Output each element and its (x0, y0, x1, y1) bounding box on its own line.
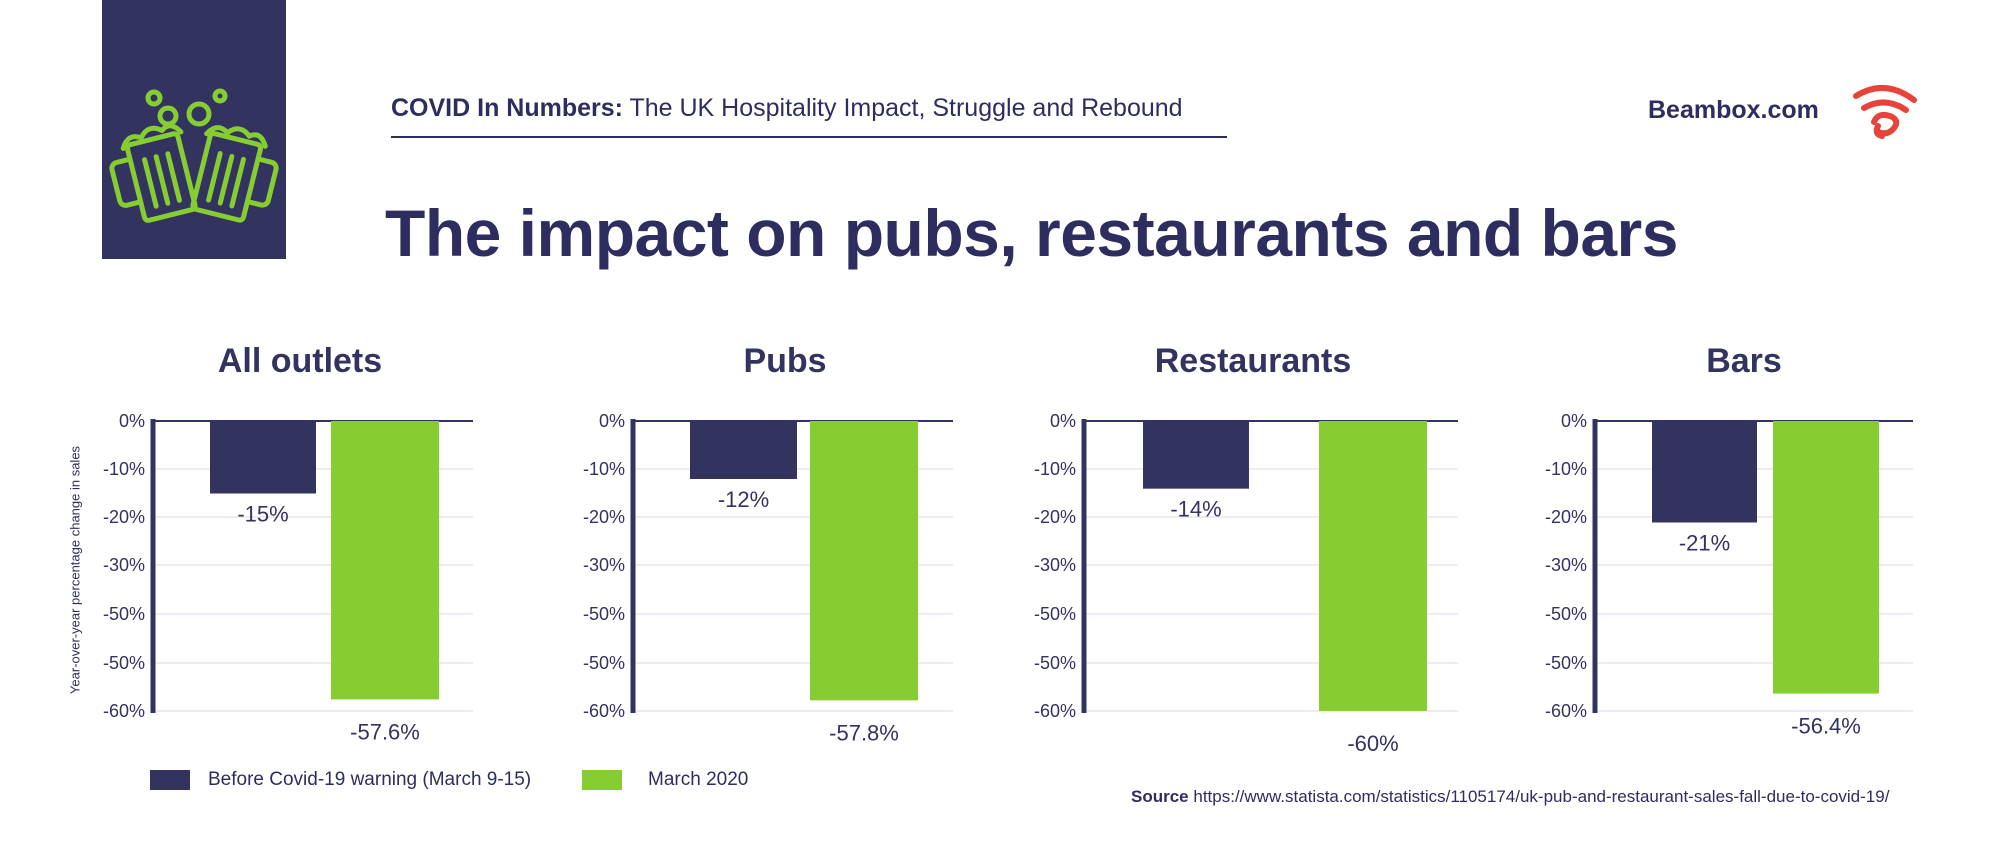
y-tick-label: -20% (1545, 507, 1587, 527)
y-tick-label: -20% (1034, 507, 1076, 527)
legend-item-march: March 2020 (582, 769, 782, 794)
y-tick-label: -60% (103, 701, 145, 721)
bar-before (210, 421, 316, 494)
page-title: The impact on pubs, restaurants and bars (385, 196, 1678, 270)
y-tick-label: 0% (599, 411, 625, 431)
y-tick-label: -10% (583, 459, 625, 479)
y-tick-label: -50% (103, 653, 145, 673)
logo-block (102, 0, 286, 259)
source-label: Source (1131, 787, 1189, 806)
bar-march (810, 421, 918, 701)
legend-swatch-before (150, 770, 190, 790)
y-tick-label: -50% (1545, 653, 1587, 673)
data-label-before: -21% (1679, 531, 1730, 556)
beambox-wifi-icon (1853, 84, 1917, 139)
source-note: Source https://www.statista.com/statisti… (1131, 787, 1889, 807)
source-url[interactable]: https://www.statista.com/statistics/1105… (1193, 787, 1890, 806)
data-label-before: -12% (718, 487, 769, 512)
data-label-before: -14% (1170, 497, 1221, 522)
data-label-march: -57.6% (350, 719, 420, 744)
bar-march (1319, 421, 1427, 711)
report-subtitle: COVID In Numbers: The UK Hospitality Imp… (391, 94, 1183, 123)
y-tick-label: -30% (1545, 555, 1587, 575)
y-tick-label: -10% (1545, 459, 1587, 479)
y-tick-label: -30% (1034, 555, 1076, 575)
legend-item-before: Before Covid-19 warning (March 9-15) (150, 769, 570, 794)
y-tick-label: 0% (1050, 411, 1076, 431)
data-label-march: -57.8% (829, 720, 899, 745)
subtitle-bold: COVID In Numbers: (391, 94, 623, 122)
beer-mugs-icon (109, 88, 279, 223)
y-tick-label: 0% (1561, 411, 1587, 431)
y-tick-label: -20% (583, 507, 625, 527)
y-tick-label: -50% (1034, 653, 1076, 673)
legend-label-march: March 2020 (648, 769, 749, 790)
y-tick-label: -10% (1034, 459, 1076, 479)
chart-title: Pubs (743, 342, 826, 380)
y-tick-label: -50% (1034, 604, 1076, 624)
brand-name[interactable]: Beambox.com (1648, 96, 1819, 124)
legend-swatch-march (582, 770, 622, 790)
y-tick-label: -60% (1034, 701, 1076, 721)
data-label-march: -56.4% (1791, 714, 1861, 739)
y-tick-label: -20% (103, 507, 145, 527)
subtitle-underline (391, 136, 1227, 138)
bar-march (1773, 421, 1879, 694)
bar-before (1143, 421, 1249, 489)
y-tick-label: -10% (103, 459, 145, 479)
y-tick-label: -60% (583, 701, 625, 721)
y-tick-label: -50% (103, 604, 145, 624)
subtitle-rest: The UK Hospitality Impact, Struggle and … (622, 94, 1183, 122)
bar-before (1652, 421, 1757, 523)
y-tick-label: -50% (583, 653, 625, 673)
y-tick-label: -50% (583, 604, 625, 624)
y-tick-label: -60% (1545, 701, 1587, 721)
data-label-march: -60% (1347, 731, 1398, 756)
y-tick-label: -30% (583, 555, 625, 575)
legend-label-before: Before Covid-19 warning (March 9-15) (208, 769, 532, 790)
chart-title: Restaurants (1155, 342, 1352, 380)
bar-before (690, 421, 797, 479)
chart-title: All outlets (218, 342, 382, 380)
y-tick-label: -30% (103, 555, 145, 575)
chart-title: Bars (1706, 342, 1782, 380)
y-tick-label: -50% (1545, 604, 1587, 624)
data-label-before: -15% (237, 502, 288, 527)
bar-march (331, 421, 439, 700)
y-tick-label: 0% (119, 411, 145, 431)
